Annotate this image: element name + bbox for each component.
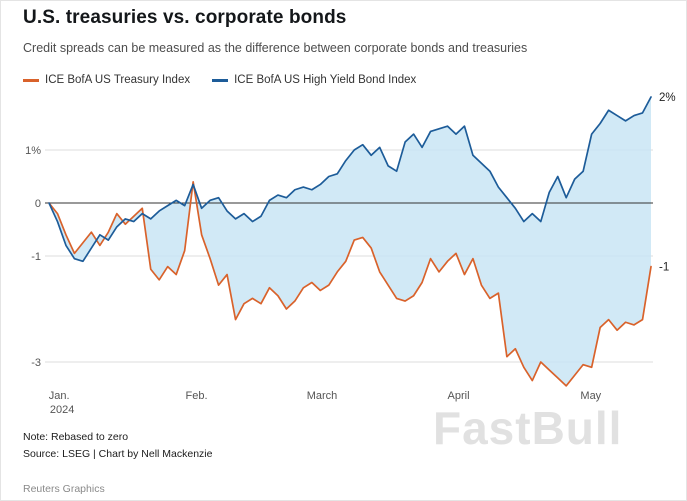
svg-text:Jan.: Jan. xyxy=(49,390,70,402)
legend-label-treasury: ICE BofA US Treasury Index xyxy=(45,74,191,86)
legend-item-treasury: ICE BofA US Treasury Index xyxy=(23,74,190,86)
svg-text:March: March xyxy=(307,390,338,402)
svg-text:-1: -1 xyxy=(659,262,669,274)
chart-subtitle: Credit spreads can be measured as the di… xyxy=(23,41,528,55)
note-text: Note: Rebased to zero xyxy=(23,431,129,443)
credit-text: Reuters Graphics xyxy=(23,483,105,495)
high-yield-line-swatch-icon xyxy=(212,78,229,82)
legend: ICE BofA US Treasury Index ICE BofA US H… xyxy=(23,74,416,86)
svg-text:2%: 2% xyxy=(659,92,676,104)
svg-text:1%: 1% xyxy=(25,145,41,157)
legend-label-high-yield: ICE BofA US High Yield Bond Index xyxy=(234,74,417,86)
svg-text:May: May xyxy=(580,390,601,402)
legend-item-high-yield: ICE BofA US High Yield Bond Index xyxy=(212,74,416,86)
svg-text:0: 0 xyxy=(35,198,41,210)
svg-text:-1: -1 xyxy=(31,251,41,263)
source-text: Source: LSEG | Chart by Nell Mackenzie xyxy=(23,448,213,460)
svg-text:2024: 2024 xyxy=(50,404,74,416)
svg-text:April: April xyxy=(448,390,470,402)
svg-text:Feb.: Feb. xyxy=(186,390,208,402)
line-chart: 1% 0 -1 -3 -1 2% Jan. 2024 Feb. March April May xyxy=(25,92,676,416)
treasury-line-swatch-icon xyxy=(23,78,39,82)
page-title: U.S. treasuries vs. corporate bonds xyxy=(23,7,347,28)
svg-text:-3: -3 xyxy=(31,357,41,369)
